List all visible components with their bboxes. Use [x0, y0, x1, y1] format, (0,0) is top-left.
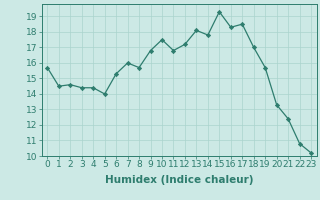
X-axis label: Humidex (Indice chaleur): Humidex (Indice chaleur) [105, 175, 253, 185]
